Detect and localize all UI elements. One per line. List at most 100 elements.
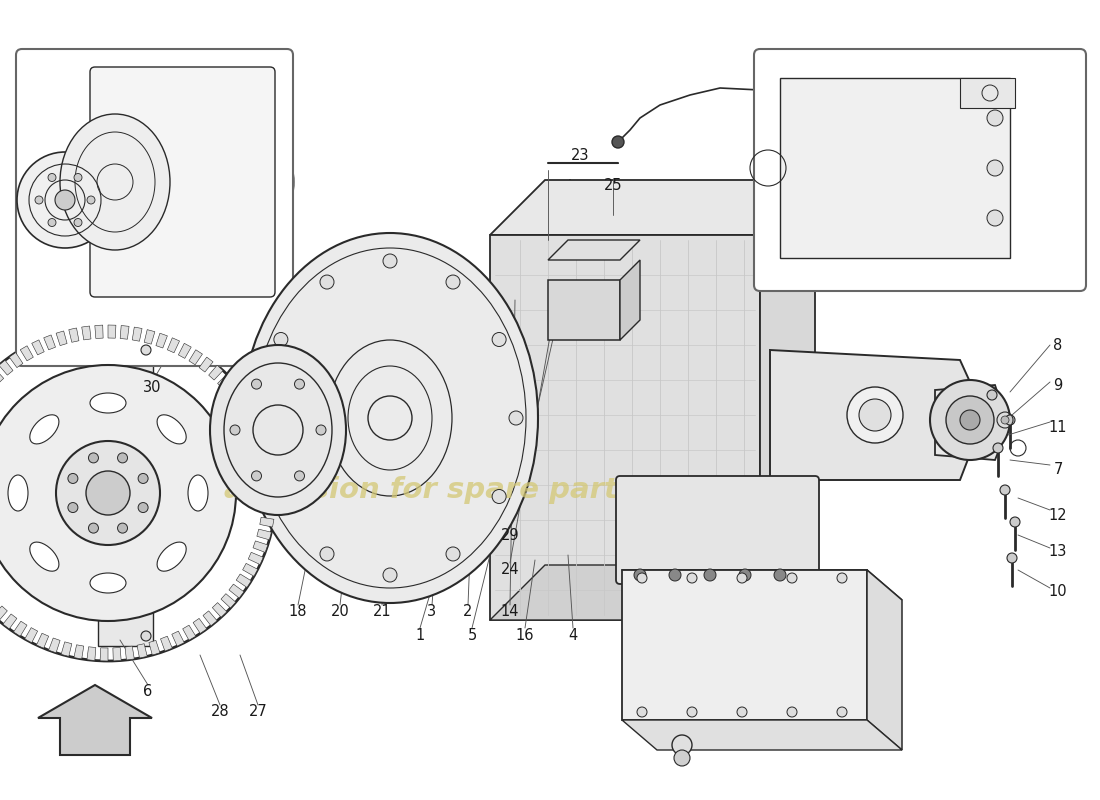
Circle shape [320, 547, 334, 561]
Polygon shape [263, 480, 276, 488]
Polygon shape [189, 350, 202, 365]
Polygon shape [44, 335, 55, 350]
Circle shape [139, 474, 148, 483]
Polygon shape [100, 648, 108, 661]
Text: 24: 24 [500, 562, 519, 578]
Circle shape [274, 333, 288, 346]
Polygon shape [138, 644, 147, 658]
Text: 29: 29 [500, 527, 519, 542]
Polygon shape [13, 621, 28, 636]
Polygon shape [95, 325, 103, 338]
Circle shape [446, 275, 460, 289]
Polygon shape [113, 647, 121, 661]
Circle shape [492, 490, 506, 503]
Polygon shape [240, 406, 255, 418]
Circle shape [252, 471, 262, 481]
Circle shape [88, 453, 99, 463]
Circle shape [0, 325, 276, 661]
Polygon shape [56, 331, 67, 346]
Circle shape [987, 160, 1003, 176]
Circle shape [118, 523, 128, 533]
Polygon shape [935, 385, 1005, 460]
Circle shape [48, 174, 56, 182]
Polygon shape [620, 260, 640, 340]
Polygon shape [221, 594, 235, 608]
Circle shape [274, 490, 288, 503]
Polygon shape [0, 360, 13, 375]
Polygon shape [36, 634, 48, 648]
Ellipse shape [242, 233, 538, 603]
Polygon shape [256, 529, 272, 540]
Circle shape [669, 569, 681, 581]
Polygon shape [263, 493, 276, 501]
Circle shape [295, 471, 305, 481]
Circle shape [987, 390, 997, 400]
Polygon shape [204, 611, 217, 626]
Polygon shape [120, 326, 129, 339]
Circle shape [139, 502, 148, 513]
Polygon shape [780, 78, 1010, 258]
Polygon shape [209, 366, 223, 380]
Circle shape [383, 254, 397, 268]
Circle shape [1005, 415, 1015, 425]
Circle shape [739, 569, 751, 581]
Circle shape [859, 399, 891, 431]
Text: 29: 29 [771, 633, 790, 647]
Polygon shape [0, 369, 3, 383]
Ellipse shape [90, 573, 126, 593]
Circle shape [774, 569, 786, 581]
Polygon shape [770, 350, 984, 480]
Circle shape [786, 707, 798, 717]
Circle shape [1000, 485, 1010, 495]
Polygon shape [621, 570, 867, 720]
Circle shape [16, 152, 113, 248]
Polygon shape [144, 330, 155, 344]
Circle shape [316, 425, 326, 435]
Text: 23: 23 [571, 147, 590, 162]
FancyBboxPatch shape [616, 476, 820, 584]
Circle shape [88, 523, 99, 533]
Text: 8: 8 [1054, 338, 1063, 353]
Circle shape [930, 380, 1010, 460]
Circle shape [68, 474, 78, 483]
Polygon shape [226, 384, 241, 398]
Text: a passion for spare parts: a passion for spare parts [224, 476, 636, 504]
Polygon shape [9, 353, 23, 368]
Circle shape [56, 441, 160, 545]
Circle shape [634, 569, 646, 581]
Circle shape [48, 218, 56, 226]
Polygon shape [199, 357, 213, 372]
Polygon shape [161, 636, 173, 651]
Polygon shape [960, 78, 1015, 108]
Ellipse shape [210, 345, 346, 515]
Ellipse shape [90, 393, 126, 413]
Polygon shape [81, 326, 91, 340]
Text: 17: 17 [273, 482, 292, 498]
Text: 11: 11 [1048, 419, 1067, 434]
Polygon shape [87, 646, 96, 661]
Polygon shape [548, 240, 640, 260]
Circle shape [1010, 517, 1020, 527]
Polygon shape [167, 338, 179, 353]
Circle shape [118, 453, 128, 463]
Polygon shape [212, 602, 227, 618]
Circle shape [295, 379, 305, 389]
Circle shape [320, 275, 334, 289]
Polygon shape [25, 628, 37, 642]
Circle shape [688, 573, 697, 583]
Polygon shape [260, 518, 274, 527]
Text: 6: 6 [143, 685, 153, 699]
Polygon shape [258, 454, 273, 464]
Polygon shape [229, 584, 244, 598]
Text: 12: 12 [1048, 507, 1067, 522]
Polygon shape [621, 720, 902, 750]
Circle shape [68, 502, 78, 513]
Polygon shape [255, 441, 270, 452]
Polygon shape [621, 570, 902, 600]
FancyBboxPatch shape [754, 49, 1086, 291]
Circle shape [786, 573, 798, 583]
Text: 7: 7 [1054, 462, 1063, 478]
Polygon shape [867, 570, 902, 750]
Ellipse shape [157, 542, 186, 571]
Polygon shape [132, 327, 142, 342]
